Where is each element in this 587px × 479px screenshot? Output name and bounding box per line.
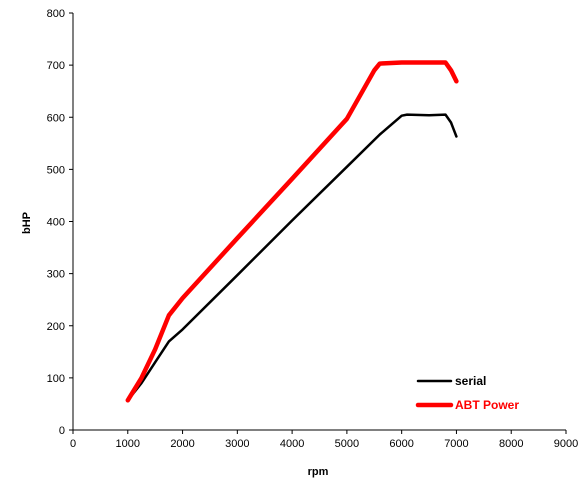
x-tick-label: 0 [70, 438, 76, 450]
y-tick-label: 500 [47, 164, 65, 176]
y-axis-title: bHP [21, 212, 33, 234]
y-tick-label: 100 [47, 373, 65, 385]
y-tick-label: 0 [59, 425, 65, 437]
series-line-1 [125, 60, 459, 403]
plot-series [125, 60, 459, 403]
x-axis-title: rpm [308, 466, 329, 478]
y-tick-label: 300 [47, 269, 65, 281]
legend-label: serial [455, 374, 486, 388]
y-tick-label: 600 [47, 112, 65, 124]
x-tick-label: 1000 [116, 438, 140, 450]
legend-label: ABT Power [455, 398, 519, 412]
legend: serial ABT Power [415, 374, 519, 412]
y-tick-label: 400 [47, 217, 65, 229]
x-tick-label: 8000 [499, 438, 523, 450]
x-tick-label: 5000 [335, 438, 359, 450]
y-tick-label: 200 [47, 321, 65, 333]
x-tick-label: 9000 [554, 438, 578, 450]
x-tick-label: 4000 [280, 438, 304, 450]
x-tick-label: 2000 [170, 438, 194, 450]
series-line-0 [126, 113, 458, 402]
x-tick-label: 3000 [225, 438, 249, 450]
x-tick-label: 7000 [444, 438, 468, 450]
x-tick-label: 6000 [389, 438, 413, 450]
y-tick-label: 800 [47, 8, 65, 20]
y-tick-label: 700 [47, 60, 65, 72]
